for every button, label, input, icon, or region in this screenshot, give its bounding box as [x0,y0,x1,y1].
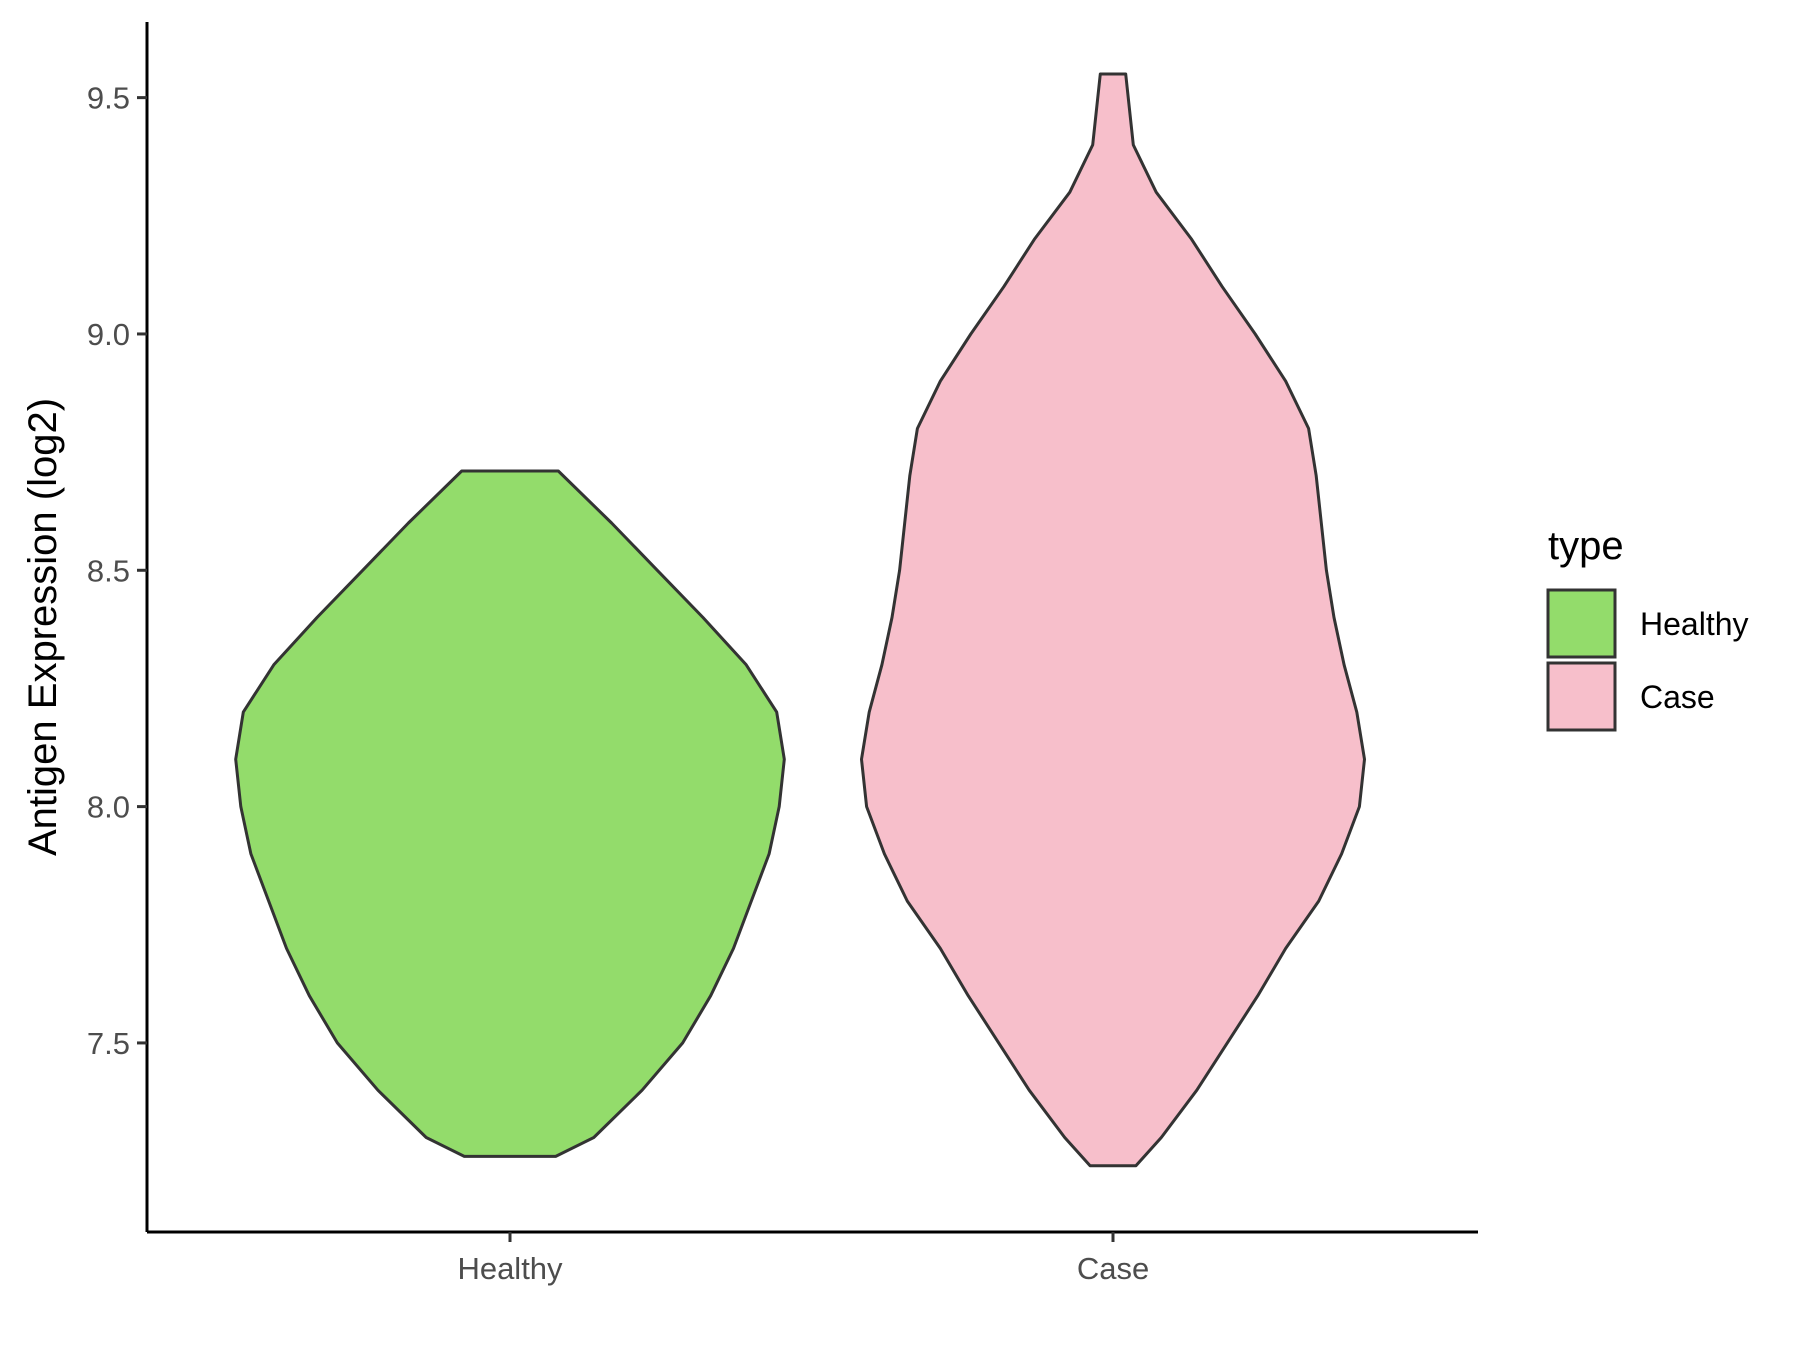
y-tick-label: 9.0 [87,317,130,352]
y-tick-label: 8.0 [87,790,130,825]
violin-healthy [234,469,786,1158]
y-tick-label: 9.5 [87,81,130,116]
y-tick-label: 7.5 [87,1026,130,1061]
legend-label-case: Case [1640,679,1715,715]
legend-label-healthy: Healthy [1640,606,1749,642]
x-ticks: Healthy Case [457,1232,1149,1286]
y-tick-label: 8.5 [87,553,130,588]
legend-swatch-case [1546,661,1617,732]
legend-title: type [1548,524,1624,568]
legend: Healthy Case [1546,588,1749,732]
y-ticks: 7.5 8.0 8.5 9.0 9.5 [87,81,147,1061]
violin-case [860,72,1366,1168]
x-tick-label: Case [1077,1251,1149,1286]
y-axis-title: Antigen Expression (log2) [21,398,65,856]
violins-layer [234,72,1366,1168]
x-tick-label: Healthy [457,1251,563,1286]
legend-swatch-healthy [1546,588,1617,659]
